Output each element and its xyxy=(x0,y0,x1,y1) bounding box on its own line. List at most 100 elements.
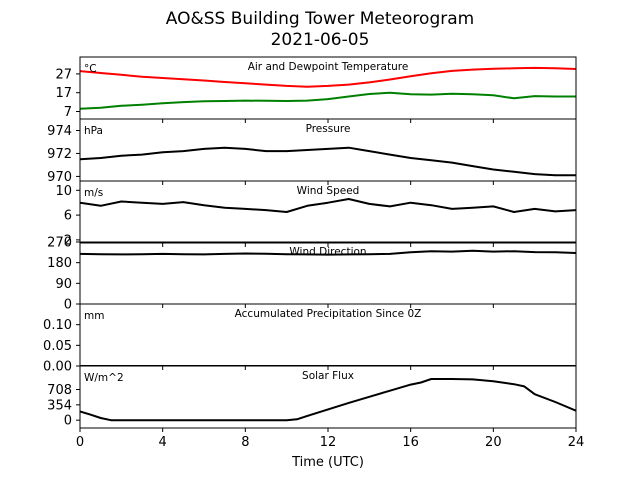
data-point-solar-0 xyxy=(430,378,433,380)
y-tick-label: 0.00 xyxy=(43,360,72,375)
data-point-temperature-0 xyxy=(203,79,205,82)
data-point-wind-direction-0 xyxy=(409,251,412,254)
data-point-pressure-0 xyxy=(409,157,412,159)
y-tick-label: 10 xyxy=(55,184,72,199)
data-point-pressure-0 xyxy=(306,149,309,151)
data-point-wind-speed-0 xyxy=(265,209,267,211)
y-tick-label: 974 xyxy=(47,124,72,139)
data-point-temperature-0 xyxy=(554,67,557,70)
data-point-pressure-0 xyxy=(327,148,329,150)
data-point-wind-direction-0 xyxy=(161,253,164,255)
data-point-pressure-0 xyxy=(99,157,102,159)
y-tick-label: 0 xyxy=(64,414,72,429)
data-point-temperature-1 xyxy=(533,95,536,97)
data-point-solar-0 xyxy=(89,413,92,416)
data-point-wind-speed-0 xyxy=(554,210,557,213)
data-point-solar-0 xyxy=(99,417,102,419)
data-point-solar-0 xyxy=(368,396,371,398)
data-point-temperature-0 xyxy=(430,72,433,75)
data-point-wind-speed-0 xyxy=(451,208,453,210)
panel-unit-solar: W/m^2 xyxy=(84,372,124,384)
data-point-wind-direction-0 xyxy=(430,250,433,252)
data-point-solar-0 xyxy=(471,378,474,381)
panel-unit-temperature: °C xyxy=(84,63,97,75)
x-tick-label: 20 xyxy=(485,435,502,450)
data-point-wind-direction-0 xyxy=(306,253,309,256)
data-point-pressure-0 xyxy=(285,150,288,152)
data-point-temperature-0 xyxy=(182,78,185,80)
y-tick-label: 2 xyxy=(64,233,72,248)
data-point-temperature-0 xyxy=(327,85,329,87)
data-point-wind-direction-0 xyxy=(347,253,350,256)
data-point-wind-speed-0 xyxy=(203,204,205,206)
data-point-pressure-0 xyxy=(368,150,371,152)
data-point-temperature-1 xyxy=(389,91,391,94)
x-axis-label: Time (UTC) xyxy=(291,455,364,470)
y-tick-label: 970 xyxy=(47,170,72,185)
data-point-temperature-1 xyxy=(182,101,185,103)
x-tick-label: 4 xyxy=(159,435,167,450)
data-point-temperature-0 xyxy=(99,72,102,74)
data-point-temperature-1 xyxy=(306,99,309,102)
y-tick-label: 0.05 xyxy=(43,339,72,354)
data-point-temperature-0 xyxy=(513,67,515,70)
data-point-temperature-0 xyxy=(471,68,474,71)
data-point-solar-0 xyxy=(120,419,123,422)
data-point-temperature-1 xyxy=(141,103,143,106)
panel-unit-precipitation: mm xyxy=(84,310,104,322)
data-point-wind-speed-0 xyxy=(471,206,474,209)
data-point-wind-direction-0 xyxy=(120,253,123,256)
y-tick-label: 0 xyxy=(64,298,72,313)
data-point-solar-0 xyxy=(492,380,495,383)
data-point-pressure-0 xyxy=(223,146,226,149)
data-point-pressure-0 xyxy=(203,148,205,150)
data-point-temperature-0 xyxy=(120,74,123,76)
data-point-wind-speed-0 xyxy=(223,206,226,209)
data-point-wind-speed-0 xyxy=(327,201,329,204)
x-tick-label: 8 xyxy=(241,435,249,450)
data-point-temperature-1 xyxy=(492,94,495,97)
data-point-temperature-1 xyxy=(409,93,412,95)
data-point-pressure-0 xyxy=(161,151,164,154)
data-point-pressure-0 xyxy=(244,148,247,150)
panel-pressure: 970 972 974 Pressure hPa xyxy=(47,118,577,185)
y-tick-label: 972 xyxy=(47,147,72,162)
data-point-solar-0 xyxy=(451,378,453,380)
data-point-pressure-0 xyxy=(141,153,143,156)
data-point-pressure-0 xyxy=(492,168,495,171)
series-line-wind-speed-0 xyxy=(80,198,576,213)
y-tick-label: 180 xyxy=(47,256,72,271)
y-tick-label: 27 xyxy=(55,67,72,82)
panel-precipitation: 0.00 0.05 0.10 Accumulated Precipitation Si… xyxy=(43,303,577,375)
data-point-wind-speed-0 xyxy=(409,201,412,204)
data-point-wind-speed-0 xyxy=(99,205,102,207)
panel-title-precipitation: Accumulated Precipitation Since 0Z xyxy=(235,308,422,320)
data-point-temperature-0 xyxy=(347,83,350,86)
panel-unit-wind-speed: m/s xyxy=(84,187,103,199)
data-point-temperature-1 xyxy=(430,93,433,96)
data-point-pressure-0 xyxy=(533,173,536,175)
data-point-wind-direction-0 xyxy=(99,253,102,255)
data-point-temperature-0 xyxy=(285,85,288,87)
data-point-solar-0 xyxy=(409,383,412,386)
data-point-wind-speed-0 xyxy=(120,200,123,203)
data-point-temperature-0 xyxy=(223,81,226,83)
data-point-wind-direction-0 xyxy=(223,253,226,255)
data-point-wind-direction-0 xyxy=(141,253,143,255)
data-point-temperature-0 xyxy=(161,77,164,79)
data-point-wind-speed-0 xyxy=(161,203,164,205)
data-point-pressure-0 xyxy=(347,146,350,149)
data-point-solar-0 xyxy=(244,419,247,422)
data-point-pressure-0 xyxy=(513,171,515,173)
data-point-pressure-0 xyxy=(265,150,267,152)
data-point-temperature-0 xyxy=(533,67,536,69)
data-point-wind-direction-0 xyxy=(368,253,371,255)
data-point-solar-0 xyxy=(327,408,329,411)
data-point-temperature-1 xyxy=(223,100,226,102)
data-point-solar-0 xyxy=(554,401,557,403)
x-tick-label: 12 xyxy=(320,435,337,450)
data-point-wind-speed-0 xyxy=(368,203,371,205)
data-point-wind-direction-0 xyxy=(327,253,329,256)
data-point-temperature-0 xyxy=(492,68,495,70)
y-tick-label: 90 xyxy=(55,277,72,292)
